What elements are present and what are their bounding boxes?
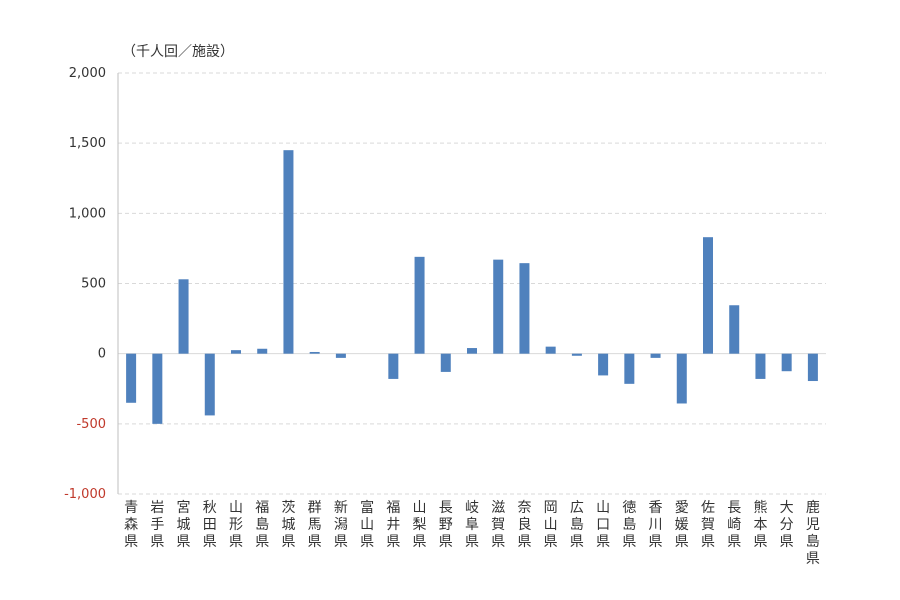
y-tick-label: 0 — [98, 347, 106, 362]
bar — [440, 353, 451, 372]
bar — [335, 353, 346, 358]
category-label: 滋賀県 — [491, 500, 505, 550]
category-label: 岐阜県 — [465, 500, 479, 550]
bars — [126, 150, 818, 424]
bar — [204, 353, 215, 416]
y-tick-label: 2,000 — [69, 66, 106, 81]
category-label: 岩手県 — [150, 500, 164, 550]
category-label: 新潟県 — [334, 500, 348, 550]
bar — [676, 353, 687, 404]
category-label: 富山県 — [360, 499, 374, 550]
bar — [231, 350, 241, 354]
bar — [414, 256, 425, 354]
bar — [152, 353, 163, 424]
y-axis-ticks: 2,000 1,500 1,000 500 0 -500 -1,000 — [64, 66, 106, 502]
bar — [729, 305, 740, 354]
category-label: 鹿児島県 — [806, 499, 820, 567]
gridlines — [118, 72, 826, 495]
category-label: 大分県 — [780, 500, 794, 550]
bar — [571, 353, 582, 356]
bar — [598, 353, 609, 376]
bar — [467, 348, 477, 354]
unit-label: （千人回／施設） — [122, 44, 234, 60]
category-label: 奈良県 — [517, 500, 531, 550]
bar — [493, 259, 504, 354]
bar — [650, 353, 661, 358]
category-label: 群馬県 — [308, 500, 322, 550]
category-label: 青森県 — [124, 500, 138, 550]
bar — [126, 353, 137, 403]
category-label: 山形県 — [229, 500, 243, 550]
category-label: 広島県 — [570, 500, 584, 550]
category-label: 徳島県 — [622, 500, 636, 550]
bar — [624, 353, 635, 384]
category-label: 長崎県 — [727, 500, 741, 550]
y-tick-label: 1,500 — [69, 136, 106, 151]
category-label: 茨城県 — [281, 500, 295, 550]
y-tick-label: -1,000 — [64, 487, 106, 502]
bar — [257, 348, 268, 354]
y-tick-label: -500 — [76, 417, 106, 432]
category-label: 長野県 — [439, 500, 453, 550]
bar — [545, 346, 556, 354]
category-label: 宮城県 — [177, 500, 191, 550]
bar — [807, 353, 818, 382]
y-tick-label: 1,000 — [69, 206, 106, 221]
category-label: 山口県 — [596, 500, 610, 550]
bar — [519, 263, 530, 354]
bar — [703, 237, 713, 354]
bar — [178, 279, 189, 354]
category-label: 福島県 — [255, 500, 269, 550]
category-labels: 青森県岩手県宮城県秋田県山形県福島県茨城県群馬県新潟県富山県福井県山梨県長野県岐… — [124, 499, 820, 567]
bar — [388, 353, 399, 379]
category-label: 香川県 — [649, 500, 663, 550]
bar — [781, 353, 792, 372]
category-label: 熊本県 — [753, 500, 767, 550]
category-label: 秋田県 — [203, 500, 217, 550]
category-label: 岡山県 — [544, 500, 558, 550]
category-label: 佐賀県 — [701, 500, 715, 550]
category-label: 福井県 — [386, 500, 400, 550]
category-label: 愛媛県 — [675, 500, 689, 550]
bar — [283, 150, 294, 354]
bar — [755, 353, 766, 379]
category-label: 山梨県 — [413, 500, 427, 550]
y-tick-label: 500 — [81, 277, 106, 292]
bar — [309, 351, 320, 354]
